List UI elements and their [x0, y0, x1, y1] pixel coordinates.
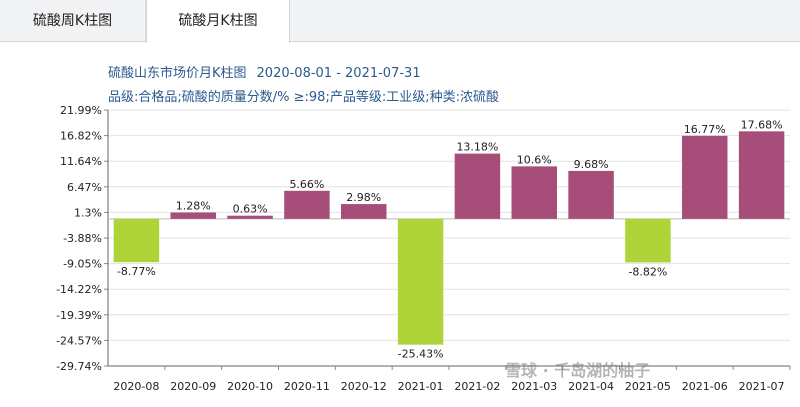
- tab-monthly-k[interactable]: 硫酸月K柱图: [146, 0, 290, 43]
- bar: [227, 215, 273, 219]
- data-label: 10.6%: [517, 153, 552, 166]
- x-tick-label: 2020-08: [113, 380, 159, 393]
- x-tick-label: 2020-12: [341, 380, 387, 393]
- bar: [568, 170, 614, 219]
- tab-weekly-k[interactable]: 硫酸周K柱图: [0, 0, 146, 42]
- data-label: -25.43%: [398, 348, 444, 361]
- data-label: 1.28%: [176, 199, 211, 212]
- bar: [341, 204, 387, 219]
- chart-spec: 品级:合格品;硫酸的质量分数/% ≥:98;产品等级:工业级;种类:浓硫酸: [108, 90, 499, 105]
- x-tick-label: 2021-04: [568, 380, 614, 393]
- bar: [511, 166, 557, 219]
- y-tick-label: -9.05%: [63, 258, 102, 271]
- x-tick-label: 2021-03: [511, 380, 557, 393]
- data-label: 13.18%: [456, 141, 498, 154]
- x-tick-label: 2021-05: [625, 380, 671, 393]
- y-tick-label: 6.47%: [67, 181, 102, 194]
- y-tick-label: -14.22%: [56, 283, 102, 296]
- y-tick-label: 11.64%: [60, 155, 102, 168]
- data-label: 0.63%: [233, 203, 268, 216]
- watermark-text: 雪球 · 千岛湖的柚子: [505, 361, 651, 380]
- data-label: 2.98%: [346, 191, 381, 204]
- x-tick-label: 2021-06: [682, 380, 728, 393]
- chart-title-text: 硫酸山东市场价月K柱图: [108, 66, 247, 81]
- x-tick-label: 2021-01: [398, 380, 444, 393]
- bar: [738, 131, 785, 219]
- chart-title: 硫酸山东市场价月K柱图 2020-08-01 - 2021-07-31: [108, 62, 421, 81]
- x-tick-label: 2020-11: [284, 380, 330, 393]
- bar: [625, 218, 671, 263]
- bar: [397, 218, 444, 345]
- data-label: 16.77%: [684, 123, 726, 136]
- x-tick-label: 2021-02: [454, 380, 500, 393]
- y-tick-label: -19.39%: [56, 309, 102, 322]
- data-label: -8.82%: [628, 265, 667, 278]
- data-label: 5.66%: [289, 178, 324, 191]
- x-tick-label: 2020-09: [170, 380, 216, 393]
- x-tick-label: 2020-10: [227, 380, 273, 393]
- y-tick-label: 21.99%: [60, 104, 102, 117]
- bar: [284, 190, 330, 219]
- y-tick-label: -3.88%: [63, 232, 102, 245]
- y-tick-label: -24.57%: [56, 334, 102, 347]
- bar: [113, 218, 160, 263]
- y-tick-label: 1.3%: [74, 206, 102, 219]
- data-label: -8.77%: [117, 265, 156, 278]
- bar: [454, 153, 501, 219]
- tab-bar: 硫酸周K柱图 硫酸月K柱图: [0, 0, 800, 43]
- data-label: 17.68%: [741, 118, 783, 131]
- y-tick-label: 16.82%: [60, 130, 102, 143]
- x-tick-label: 2021-07: [739, 380, 785, 393]
- bar: [682, 135, 728, 219]
- data-label: 9.68%: [574, 158, 609, 171]
- bar: [170, 212, 216, 219]
- chart-date-range: 2020-08-01 - 2021-07-31: [256, 66, 421, 81]
- y-tick-label: -29.74%: [56, 360, 102, 373]
